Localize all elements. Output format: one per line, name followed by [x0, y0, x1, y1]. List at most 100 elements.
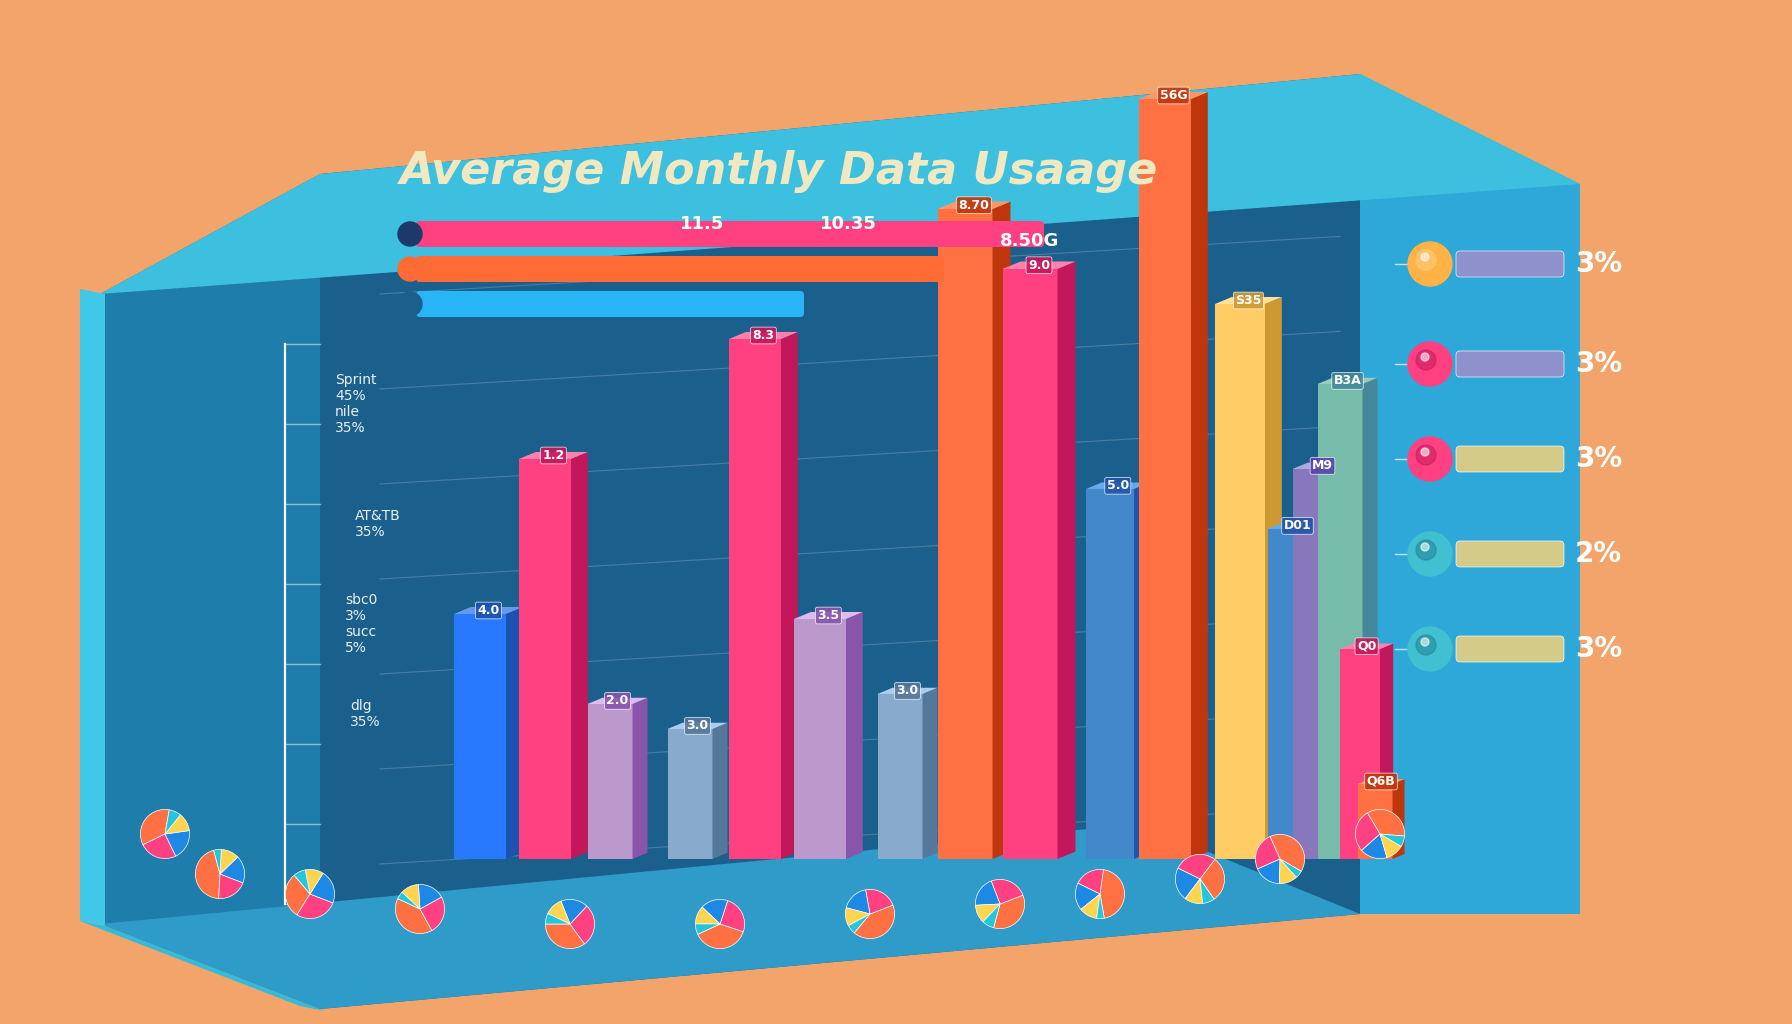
Text: Average Monthly Data Usaage: Average Monthly Data Usaage — [400, 150, 1158, 193]
Wedge shape — [720, 901, 744, 932]
Polygon shape — [937, 209, 993, 859]
Text: 11.5: 11.5 — [679, 215, 724, 233]
Polygon shape — [1380, 643, 1392, 859]
Polygon shape — [781, 332, 797, 859]
Wedge shape — [165, 815, 190, 834]
Wedge shape — [401, 885, 419, 909]
Wedge shape — [1079, 869, 1104, 894]
FancyBboxPatch shape — [416, 221, 1045, 247]
Wedge shape — [220, 850, 238, 874]
Wedge shape — [294, 870, 310, 894]
Circle shape — [1409, 242, 1452, 286]
Polygon shape — [1358, 784, 1392, 859]
Text: 3.0: 3.0 — [896, 684, 919, 697]
Polygon shape — [1340, 649, 1380, 859]
Wedge shape — [143, 834, 176, 858]
Polygon shape — [1360, 74, 1581, 914]
Wedge shape — [1362, 834, 1387, 858]
Polygon shape — [505, 607, 523, 859]
Wedge shape — [1097, 894, 1104, 919]
Circle shape — [1421, 449, 1428, 456]
Polygon shape — [1267, 529, 1312, 859]
Polygon shape — [321, 74, 1360, 1009]
Polygon shape — [453, 607, 523, 614]
FancyBboxPatch shape — [1455, 351, 1564, 377]
Polygon shape — [588, 697, 647, 705]
Circle shape — [1409, 437, 1452, 481]
Polygon shape — [923, 688, 937, 859]
Wedge shape — [561, 899, 586, 924]
Polygon shape — [878, 694, 923, 859]
Wedge shape — [548, 901, 570, 924]
Wedge shape — [1176, 868, 1201, 899]
Polygon shape — [100, 174, 321, 1009]
Polygon shape — [1134, 482, 1150, 859]
FancyBboxPatch shape — [416, 256, 944, 282]
Text: 1.2: 1.2 — [543, 449, 564, 462]
Circle shape — [1409, 627, 1452, 671]
Wedge shape — [1256, 837, 1279, 869]
Wedge shape — [165, 810, 181, 834]
Polygon shape — [729, 332, 797, 339]
Text: sbc0
3%
succ
5%: sbc0 3% succ 5% — [346, 593, 378, 655]
Polygon shape — [1362, 378, 1378, 859]
Wedge shape — [993, 895, 1025, 929]
Text: Q0: Q0 — [1357, 640, 1376, 652]
Polygon shape — [1358, 779, 1405, 784]
Text: M9: M9 — [1312, 460, 1333, 472]
Polygon shape — [572, 452, 588, 859]
Wedge shape — [984, 904, 1000, 928]
Wedge shape — [1081, 894, 1100, 919]
FancyBboxPatch shape — [1455, 636, 1564, 662]
Polygon shape — [1086, 482, 1150, 489]
Text: 56G: 56G — [1159, 89, 1188, 102]
Circle shape — [1421, 638, 1428, 646]
FancyBboxPatch shape — [1455, 541, 1564, 567]
Polygon shape — [1292, 463, 1353, 469]
Wedge shape — [305, 869, 323, 894]
Text: S35: S35 — [1235, 294, 1262, 307]
Circle shape — [1416, 250, 1435, 270]
Wedge shape — [396, 899, 432, 934]
Text: 3%: 3% — [1575, 445, 1622, 473]
Polygon shape — [729, 339, 781, 859]
Wedge shape — [1258, 859, 1279, 884]
Polygon shape — [100, 824, 1360, 1009]
Circle shape — [1409, 342, 1452, 386]
Polygon shape — [1086, 489, 1134, 859]
Polygon shape — [1140, 92, 1208, 99]
Wedge shape — [219, 874, 244, 899]
Polygon shape — [1340, 643, 1392, 649]
Wedge shape — [855, 905, 894, 939]
Text: dlg
35%: dlg 35% — [349, 699, 380, 729]
Polygon shape — [1002, 261, 1075, 269]
Polygon shape — [520, 452, 588, 459]
Wedge shape — [846, 890, 869, 914]
Polygon shape — [794, 612, 862, 618]
Wedge shape — [697, 924, 744, 948]
Wedge shape — [570, 906, 595, 944]
Wedge shape — [1355, 813, 1380, 850]
Wedge shape — [398, 892, 419, 909]
Wedge shape — [975, 904, 1000, 922]
Wedge shape — [1380, 834, 1405, 847]
Polygon shape — [713, 723, 728, 859]
Circle shape — [398, 257, 421, 281]
Polygon shape — [667, 723, 728, 729]
Text: 2%: 2% — [1575, 540, 1622, 568]
Polygon shape — [633, 697, 647, 859]
Polygon shape — [81, 289, 106, 926]
FancyBboxPatch shape — [1455, 251, 1564, 278]
Polygon shape — [81, 921, 324, 1011]
Wedge shape — [418, 885, 441, 909]
Polygon shape — [878, 688, 937, 694]
Text: 4.0: 4.0 — [477, 604, 500, 617]
Text: Q6B: Q6B — [1367, 775, 1396, 788]
Wedge shape — [220, 857, 244, 883]
Text: D01: D01 — [1283, 519, 1312, 532]
FancyBboxPatch shape — [1455, 446, 1564, 472]
Text: Sprint
45%
nile
35%: Sprint 45% nile 35% — [335, 373, 376, 435]
Wedge shape — [140, 809, 168, 845]
Polygon shape — [794, 618, 846, 859]
Wedge shape — [213, 850, 220, 874]
